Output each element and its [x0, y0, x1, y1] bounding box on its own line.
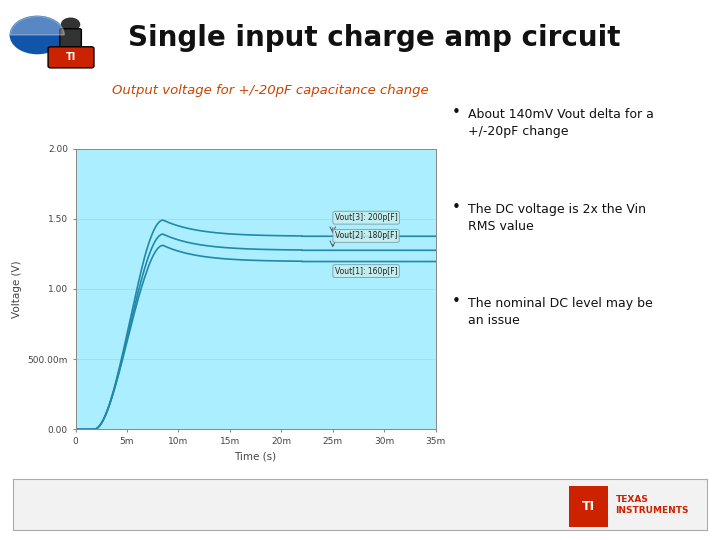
Y-axis label: Voltage (V): Voltage (V) — [12, 260, 22, 318]
Wedge shape — [10, 16, 64, 35]
FancyBboxPatch shape — [48, 47, 94, 68]
Text: The DC voltage is 2x the Vin
RMS value: The DC voltage is 2x the Vin RMS value — [468, 202, 646, 233]
Text: Vout[3]: 200p[F]: Vout[3]: 200p[F] — [335, 213, 397, 222]
Text: •: • — [451, 294, 460, 309]
Text: Single input charge amp circuit: Single input charge amp circuit — [128, 24, 621, 52]
Text: Vout[1]: 160p[F]: Vout[1]: 160p[F] — [335, 267, 397, 275]
Circle shape — [10, 16, 64, 53]
Text: The nominal DC level may be
an issue: The nominal DC level may be an issue — [468, 297, 653, 327]
Text: TEXAS
INSTRUMENTS: TEXAS INSTRUMENTS — [616, 495, 689, 515]
Text: About 140mV Vout delta for a
+/-20pF change: About 140mV Vout delta for a +/-20pF cha… — [468, 108, 654, 138]
Text: •: • — [451, 105, 460, 120]
Text: Output voltage for +/-20pF capacitance change: Output voltage for +/-20pF capacitance c… — [112, 84, 428, 97]
Circle shape — [62, 18, 79, 31]
Text: •: • — [451, 200, 460, 215]
Text: TI: TI — [66, 52, 76, 62]
FancyBboxPatch shape — [60, 29, 81, 49]
Text: Vout[2]: 180p[F]: Vout[2]: 180p[F] — [335, 232, 397, 240]
Text: TI: TI — [582, 500, 595, 513]
X-axis label: Time (s): Time (s) — [235, 451, 276, 462]
